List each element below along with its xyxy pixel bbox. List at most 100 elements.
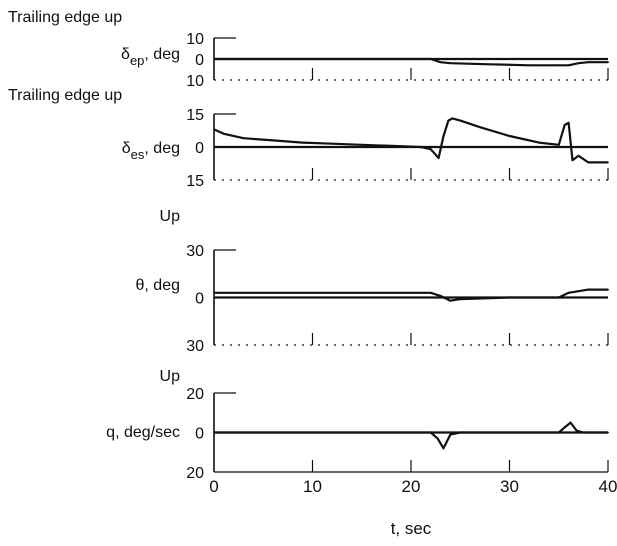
y-tick-label: 0: [195, 291, 204, 308]
data-point: [451, 117, 454, 120]
data-point: [557, 64, 560, 67]
y-tick-label: 15: [186, 107, 204, 124]
data-point: [439, 61, 442, 64]
data-point: [508, 296, 511, 299]
data-point: [564, 425, 567, 428]
panel-label-line-1: Up: [160, 208, 181, 225]
data-point: [449, 433, 452, 436]
data-point: [447, 119, 450, 122]
y-tick-label: 0: [195, 140, 204, 157]
data-point: [390, 145, 393, 147]
data-point: [436, 437, 439, 440]
y-tick-label: 30: [186, 338, 204, 355]
panel-ylabel: θ, deg: [136, 277, 180, 294]
x-tick-label: 30: [500, 477, 519, 496]
y-tick-label: 10: [186, 31, 204, 48]
panel-label-line-1: Trailing edge up: [8, 9, 122, 26]
data-point: [582, 431, 585, 434]
data-point: [311, 291, 314, 294]
data-point: [607, 288, 609, 291]
x-tick-label: 40: [599, 477, 617, 496]
data-point: [439, 295, 442, 297]
data-point: [569, 421, 572, 424]
data-point: [449, 299, 452, 302]
panel-label-line-1: Up: [160, 368, 181, 385]
data-point: [420, 146, 422, 148]
data-point: [587, 61, 590, 64]
data-point: [607, 61, 609, 64]
data-point: [370, 58, 373, 60]
y-tick-label: 10: [186, 73, 204, 90]
data-point: [587, 161, 590, 164]
data-series-line: [214, 57, 608, 67]
data-point: [429, 431, 432, 434]
data-point: [459, 298, 462, 300]
data-point: [410, 58, 412, 60]
data-point: [222, 132, 225, 135]
data-point: [301, 141, 304, 144]
data-point: [291, 58, 294, 60]
data-point: [528, 64, 531, 67]
data-point: [607, 161, 609, 164]
data-point: [442, 135, 445, 137]
panel-ylabel: q, deg/sec: [106, 424, 180, 441]
data-point: [577, 154, 580, 157]
data-point: [213, 58, 215, 60]
data-point: [567, 121, 570, 124]
panel-4: Up q, deg/sec 20 0 20 0 10 20 30 40 t, sec: [106, 368, 617, 538]
x-axis-label: t, sec: [391, 519, 432, 538]
data-point: [479, 126, 481, 129]
data-point: [331, 142, 334, 145]
panel-1: Trailing edge up δep, deg 10 0 10: [8, 9, 609, 90]
panel-2: Trailing edge up δes, deg 15 0 15: [8, 87, 609, 190]
data-point: [429, 291, 432, 294]
data-series-line: [214, 288, 608, 302]
data-point: [437, 157, 440, 159]
data-point: [459, 431, 462, 434]
data-point: [577, 290, 580, 293]
data-point: [213, 291, 215, 294]
y-tick-label: 30: [186, 243, 204, 260]
y-tick-label: 0: [195, 426, 204, 443]
data-point: [571, 159, 574, 162]
data-point: [360, 143, 363, 146]
data-point: [459, 119, 462, 122]
panel-label-line-1: Trailing edge up: [8, 87, 122, 104]
data-point: [213, 128, 215, 131]
data-series-line: [214, 421, 608, 450]
data-point: [567, 64, 570, 67]
data-point: [449, 62, 452, 65]
y-tick-label: 20: [186, 465, 204, 482]
data-point: [252, 58, 255, 60]
data-point: [607, 431, 609, 434]
data-point: [567, 291, 570, 294]
panel-ylabel: δes, deg: [122, 140, 180, 162]
y-tick-label: 0: [195, 52, 204, 69]
data-point: [442, 447, 445, 450]
y-tick-label: 20: [186, 386, 204, 403]
data-point: [557, 296, 560, 299]
y-tick-label: 15: [186, 173, 204, 190]
data-point: [563, 124, 566, 126]
data-point: [575, 429, 578, 432]
data-point: [429, 58, 432, 60]
data-point: [557, 143, 560, 146]
data-point: [538, 141, 540, 144]
data-point: [213, 431, 215, 434]
data-point: [410, 291, 412, 294]
x-tick-label: 0: [209, 477, 218, 496]
data-point: [587, 288, 590, 291]
data-point: [429, 148, 432, 151]
x-tick-label: 20: [402, 477, 421, 496]
x-tick-label: 10: [303, 477, 322, 496]
data-point: [242, 137, 245, 140]
panel-3: Up θ, deg 30 0 30: [136, 208, 609, 355]
data-point: [508, 135, 511, 137]
panel-ylabel: δep, deg: [121, 46, 180, 68]
data-point: [272, 139, 274, 142]
data-point: [488, 63, 491, 66]
data-point: [577, 62, 580, 65]
data-point: [557, 431, 560, 434]
data-point: [331, 58, 334, 60]
